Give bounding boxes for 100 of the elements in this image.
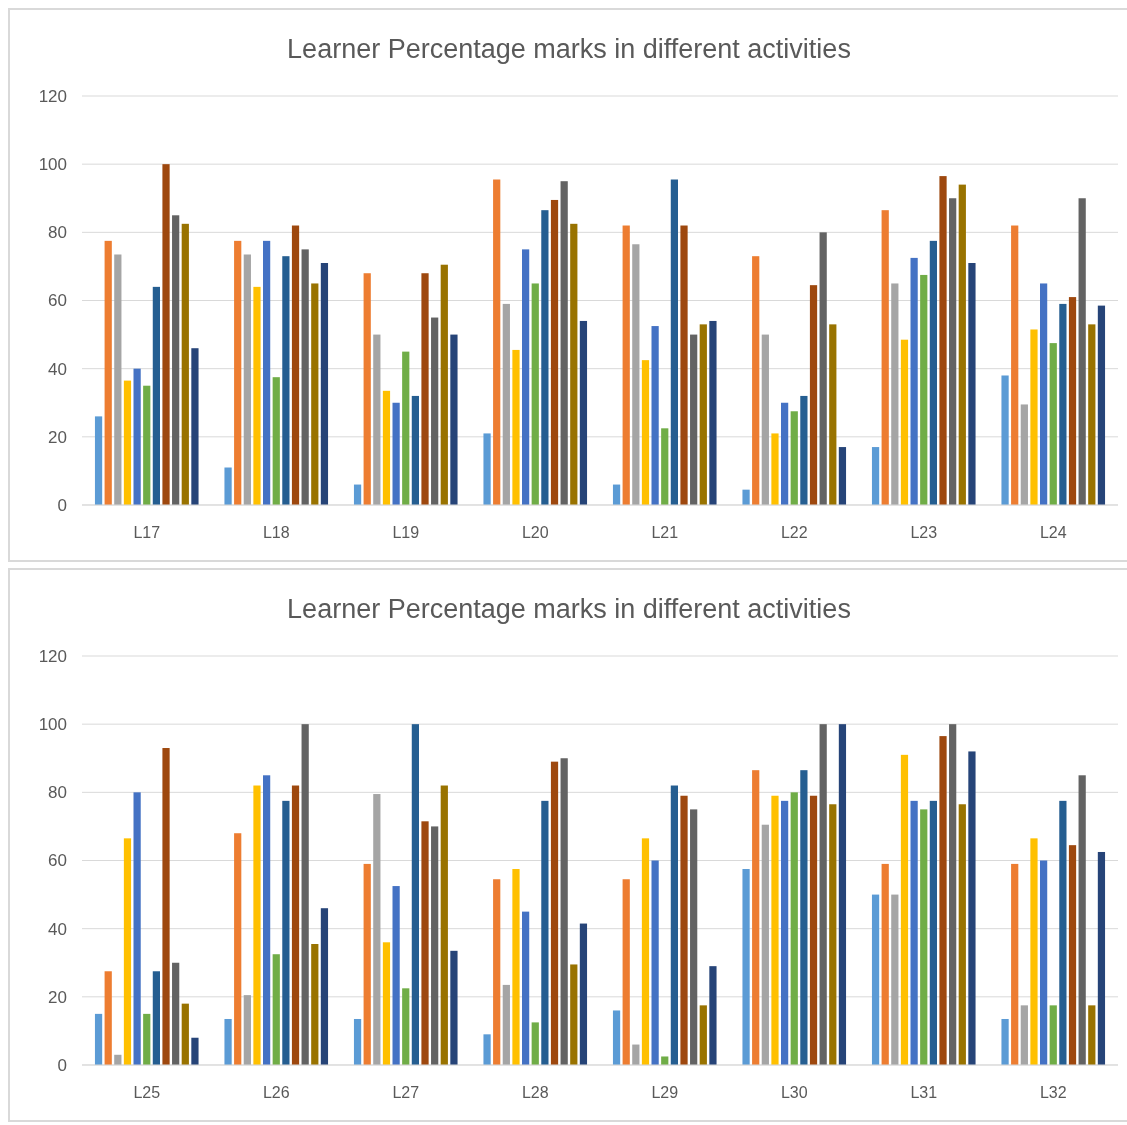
bar — [1011, 225, 1019, 505]
bar — [162, 748, 170, 1065]
bar — [949, 198, 957, 505]
bar — [1078, 198, 1086, 505]
bar — [104, 240, 112, 505]
bar — [761, 334, 769, 505]
bar — [881, 863, 889, 1065]
bar — [1049, 1005, 1057, 1065]
bar — [900, 339, 909, 505]
bar — [104, 971, 112, 1065]
x-tick-label: L26 — [262, 1084, 290, 1101]
bar — [871, 447, 880, 505]
bar — [651, 326, 659, 505]
bar — [353, 484, 362, 505]
bar — [243, 254, 251, 505]
chart-title: Learner Percentage marks in different activities — [287, 594, 851, 624]
bar — [94, 1013, 103, 1065]
x-tick-label: L23 — [910, 524, 938, 541]
bar — [152, 971, 160, 1065]
bar — [809, 285, 818, 505]
bar — [829, 324, 837, 505]
bar — [761, 824, 769, 1065]
bar — [632, 244, 640, 505]
bar — [282, 256, 290, 505]
bar — [143, 1013, 151, 1065]
y-tick-label: 0 — [57, 495, 67, 515]
x-tick-label: L17 — [133, 524, 161, 541]
bar — [320, 263, 329, 505]
bar — [493, 179, 501, 505]
bar — [579, 923, 588, 1065]
bar — [133, 368, 141, 505]
bar — [311, 944, 319, 1065]
bar — [709, 320, 717, 505]
bar — [94, 416, 103, 505]
bar — [690, 809, 698, 1065]
bar — [790, 411, 798, 505]
bar — [382, 390, 391, 505]
bar — [512, 349, 520, 505]
y-tick-label: 20 — [48, 987, 67, 1007]
bar — [612, 1010, 621, 1065]
bar — [1088, 324, 1096, 505]
bar — [123, 380, 132, 505]
bar — [651, 860, 659, 1065]
bar — [1030, 329, 1038, 505]
bar — [531, 283, 539, 505]
y-tick-label: 100 — [38, 155, 67, 175]
bar — [353, 1018, 362, 1065]
x-tick-label: L29 — [651, 1084, 679, 1101]
y-tick-label: 20 — [48, 427, 67, 447]
bar — [829, 804, 837, 1065]
bar — [541, 210, 549, 505]
bar — [819, 232, 827, 505]
bar — [502, 303, 510, 505]
bar — [910, 800, 918, 1065]
bar — [402, 988, 410, 1065]
bar — [440, 264, 448, 505]
x-tick-label: L31 — [910, 1084, 938, 1101]
bar — [522, 249, 530, 505]
bar — [752, 256, 760, 505]
bar — [670, 179, 678, 505]
bar — [949, 724, 957, 1065]
bar — [421, 273, 429, 505]
bar — [541, 800, 549, 1065]
bar — [699, 324, 707, 505]
x-tick-label: L19 — [392, 524, 420, 541]
bar — [891, 283, 899, 505]
bar — [531, 1022, 539, 1065]
bar — [881, 210, 889, 505]
bar — [622, 225, 630, 505]
bar — [752, 770, 760, 1065]
bar — [373, 794, 381, 1065]
bar — [431, 317, 439, 505]
bar — [632, 1044, 640, 1065]
x-tick-label: L20 — [521, 524, 549, 541]
bar — [800, 770, 808, 1065]
bar — [1040, 283, 1048, 505]
bar — [234, 833, 242, 1065]
bar — [891, 894, 899, 1065]
bar — [781, 402, 789, 505]
bar — [143, 385, 151, 505]
bar — [450, 334, 458, 505]
bar — [392, 886, 400, 1065]
bar — [900, 754, 909, 1065]
bar — [301, 249, 309, 505]
bar — [929, 800, 937, 1065]
x-tick-label: L30 — [780, 1084, 808, 1101]
bar — [958, 184, 966, 505]
bar — [871, 894, 880, 1065]
bar — [263, 240, 271, 505]
bar — [114, 254, 122, 505]
y-tick-label: 100 — [38, 715, 67, 735]
x-tick-label: L25 — [133, 1084, 161, 1101]
bar — [411, 395, 419, 505]
bar — [1078, 775, 1086, 1065]
bar — [272, 377, 280, 505]
bar — [781, 800, 789, 1065]
bar — [301, 724, 309, 1065]
bar — [191, 348, 199, 505]
bar — [570, 964, 578, 1065]
bar — [1020, 404, 1028, 505]
